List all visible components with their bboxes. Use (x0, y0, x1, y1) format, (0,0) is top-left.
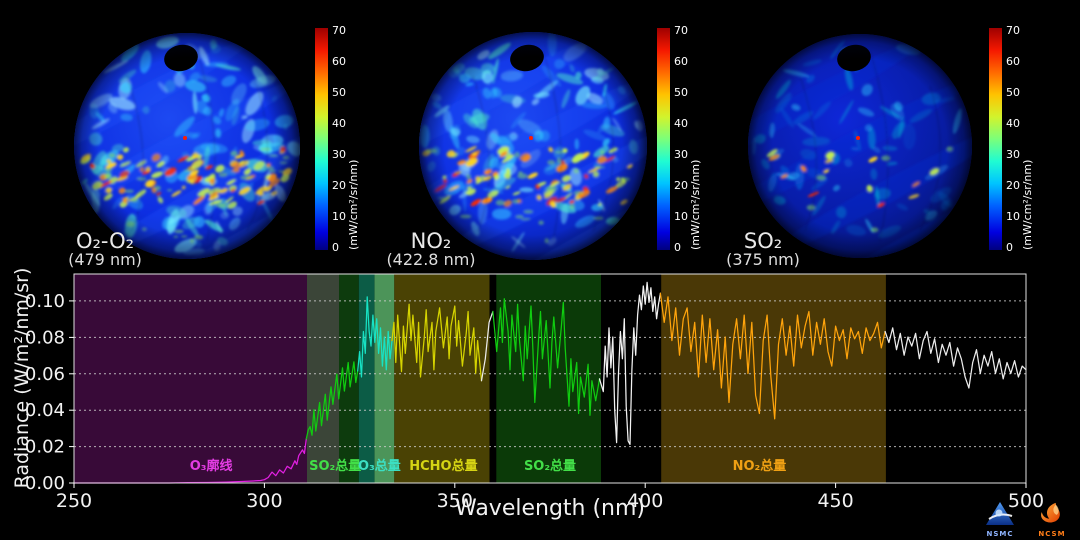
globe-panel-no2: 70 60 50 40 30 20 10 0 (mW/cm²/sr/nm) NO₂ (422.… (360, 0, 720, 270)
y-tick-label: 0.00 (25, 473, 65, 494)
colorbar-gradient (989, 28, 1002, 250)
agency-logos: NSMC NCSM (982, 501, 1070, 538)
ncsm-logo-icon (1041, 502, 1060, 523)
globe-species-label: SO₂ (743, 229, 783, 254)
x-tick-label: 300 (246, 490, 282, 512)
y-tick-label: 0.04 (25, 400, 65, 421)
x-tick-label: 350 (437, 490, 473, 512)
colorbar-tick: 40 (332, 117, 346, 130)
spectrum-line-segment (357, 296, 393, 378)
colorbar-tick-labels: 70 60 50 40 30 20 10 0 (332, 24, 346, 254)
y-tick-label: 0.02 (25, 437, 65, 458)
colorbar-tick-labels: 70 60 50 40 30 20 10 0 (674, 24, 688, 254)
globes-row: 70 60 50 40 30 20 10 0 (mW/cm²/sr/nm) O₂-O₂ (47… (0, 0, 1080, 270)
band-label: SO₂总量 (524, 458, 576, 474)
globe-species-label: O₂-O₂ (75, 229, 135, 254)
globe-wavelength-label: (422.8 nm) (386, 250, 476, 270)
globe-caption: SO₂ (375 nm) (688, 230, 838, 269)
colorbar-tick: 50 (332, 86, 346, 99)
colorbar-tick: 30 (332, 148, 346, 161)
spectral-band (394, 274, 490, 483)
colorbar-tick: 10 (332, 210, 346, 223)
colorbar-tick: 70 (1006, 24, 1020, 37)
colorbar-unit-label: (mW/cm²/sr/nm) (689, 159, 702, 250)
x-tick-label: 500 (1008, 490, 1044, 512)
colorbar-tick: 20 (1006, 179, 1020, 192)
colorbar-tick: 30 (674, 148, 688, 161)
spectral-band (74, 274, 307, 483)
y-tick-label: 0.08 (25, 327, 65, 348)
y-tick-label: 0.06 (25, 364, 65, 385)
colorbar-tick: 10 (1006, 210, 1020, 223)
colorbar-tick: 30 (1006, 148, 1020, 161)
globe-wavelength-label: (479 nm) (68, 250, 142, 270)
spectrum-line-segment (305, 361, 359, 440)
ncsm-logo: NCSM (1034, 501, 1070, 538)
colorbar-tick: 60 (674, 55, 688, 68)
spectrum-line-segment (659, 292, 886, 420)
colorbar-tick: 40 (1006, 117, 1020, 130)
y-tick-label: 0.10 (25, 291, 65, 312)
ncsm-logo-text: NCSM (1038, 530, 1066, 538)
globe-panel-so2: 70 60 50 40 30 20 10 0 (mW/cm²/sr/nm) SO₂ (375 … (720, 0, 1080, 270)
x-tick-label: 250 (56, 490, 92, 512)
colorbar-tick: 10 (674, 210, 688, 223)
globe-wavelength-label: (375 nm) (726, 250, 800, 270)
colorbar-tick: 40 (674, 117, 688, 130)
globe-caption: NO₂ (422.8 nm) (356, 230, 506, 269)
x-tick-label: 400 (627, 490, 663, 512)
plot-border (73, 273, 1027, 484)
nsmc-logo: NSMC (982, 501, 1018, 538)
spectrum-line-segment (884, 327, 1027, 389)
x-axis-label: Wavelength (nm) (454, 496, 646, 521)
radiance-spectrum-chart: 250 300 350 400 450 500 0.00 0.02 0.04 0.06 0.08 0.… (0, 270, 1080, 540)
colorbar-tick: 50 (674, 86, 688, 99)
colorbar-tick: 0 (1006, 241, 1013, 254)
earth-radiance-globe-o2o2 (74, 33, 300, 259)
band-label: SO₂总量 (309, 458, 361, 474)
colorbar-tick: 20 (332, 179, 346, 192)
radiance-colorbar: 70 60 50 40 30 20 10 0 (mW/cm²/sr/nm) (989, 24, 1034, 254)
radiance-colorbar: 70 60 50 40 30 20 10 0 (mW/cm²/sr/nm) (315, 24, 360, 254)
colorbar-tick: 60 (1006, 55, 1020, 68)
colorbar-tick-labels: 70 60 50 40 30 20 10 0 (1006, 24, 1020, 254)
spectral-band (661, 274, 886, 483)
globe-species-label: NO₂ (410, 229, 452, 254)
colorbar-tick: 0 (332, 241, 339, 254)
band-label: O₃廓线 (190, 458, 233, 474)
spectral-band (307, 274, 339, 483)
colorbar-tick: 70 (332, 24, 346, 37)
colorbar-unit-label: (mW/cm²/sr/nm) (347, 159, 360, 250)
band-label: HCHO总量 (409, 458, 477, 474)
colorbar-gradient (657, 28, 670, 250)
globe-caption: O₂-O₂ (479 nm) (30, 230, 180, 269)
colorbar-tick: 70 (674, 24, 688, 37)
spectral-band (374, 274, 395, 483)
spectrum-line-segment (492, 298, 601, 416)
x-tick-label: 450 (817, 490, 853, 512)
spectrum-line-segment (480, 310, 494, 382)
colorbar-unit-label: (mW/cm²/sr/nm) (1021, 159, 1034, 250)
colorbar-tick: 20 (674, 179, 688, 192)
colorbar-tick: 60 (332, 55, 346, 68)
spectral-band (358, 274, 375, 483)
band-label: NO₂总量 (733, 458, 787, 474)
earth-radiance-globe-no2 (419, 32, 647, 260)
spectrum-line-segment (391, 303, 483, 382)
earth-radiance-globe-so2 (748, 34, 972, 258)
nsmc-logo-icon (986, 502, 1014, 525)
spectral-band (496, 274, 601, 483)
nsmc-logo-text: NSMC (986, 530, 1014, 538)
spectrum-line-segment (598, 281, 662, 446)
globe-panel-o2o2: 70 60 50 40 30 20 10 0 (mW/cm²/sr/nm) O₂-O₂ (47… (0, 0, 360, 270)
y-axis-label: Radiance (W/m²/nm/sr) (11, 267, 33, 489)
radiance-colorbar: 70 60 50 40 30 20 10 0 (mW/cm²/sr/nm) (657, 24, 702, 254)
colorbar-tick: 0 (674, 241, 681, 254)
colorbar-gradient (315, 28, 328, 250)
colorbar-tick: 50 (1006, 86, 1020, 99)
band-label: O₃总量 (358, 458, 401, 474)
